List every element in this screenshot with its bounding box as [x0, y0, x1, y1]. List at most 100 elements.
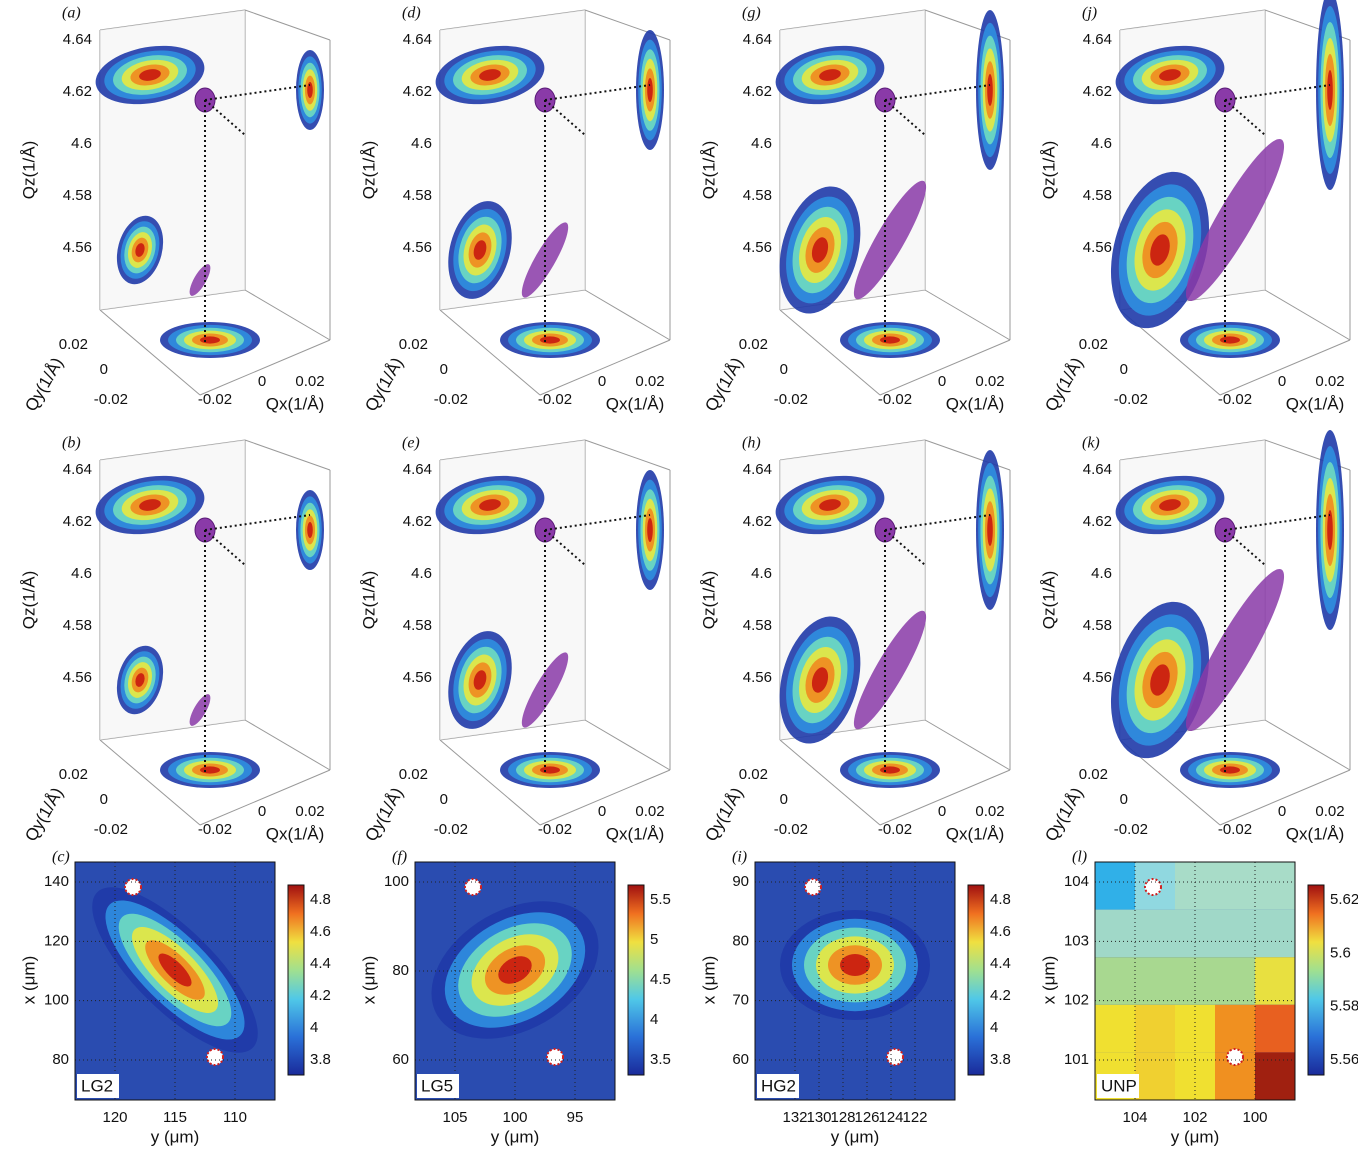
heatmap-cell: [1135, 957, 1175, 1005]
intensity-blob: [840, 954, 870, 976]
qy-tick-label: -0.02: [434, 391, 468, 408]
qy-tick-label: -0.02: [1114, 821, 1148, 838]
y-tick-label: 90: [732, 873, 749, 890]
qx-tick-label: 0.02: [295, 803, 324, 820]
qz-tick-label: 4.64: [743, 31, 772, 48]
box-edge: [585, 10, 670, 40]
figure: (a)4.644.624.64.584.560.020-0.02-0.0200.…: [0, 0, 1358, 1157]
x-axis-label: y (μm): [151, 1127, 200, 1146]
qz-tick-label: 4.58: [743, 617, 772, 634]
qz-tick-label: 4.64: [743, 461, 772, 478]
qy-label: Qy(1/Å): [1041, 784, 1087, 844]
heatmap-cell: [1135, 910, 1175, 958]
y-tick-label: 80: [732, 932, 749, 949]
qy-tick-label: 0.02: [59, 766, 88, 783]
y-axis-label: x (μm): [359, 956, 378, 1005]
x-tick-label: 100: [1242, 1109, 1267, 1126]
intensity-blob: [307, 522, 313, 538]
heatmap-cell: [1255, 910, 1295, 958]
y-axis-label: x (μm): [1039, 956, 1058, 1005]
qz-tick-label: 4.62: [1083, 513, 1112, 530]
colorbar-tick-label: 5.6: [1330, 944, 1351, 961]
heatmap-cell: [1135, 1005, 1175, 1053]
sample-label: UNP: [1101, 1076, 1137, 1095]
x-axis-label: y (μm): [491, 1127, 540, 1146]
qy-tick-label: 0: [100, 791, 108, 808]
qz-tick-label: 4.56: [1083, 239, 1112, 256]
qx-tick-label: -0.02: [538, 391, 572, 408]
qx-tick-label: 0: [598, 803, 606, 820]
intensity-blob: [1220, 766, 1240, 773]
qz-tick-label: 4.6: [1091, 135, 1112, 152]
qz-tick-label: 4.64: [403, 461, 432, 478]
qx-label: Qx(1/Å): [266, 394, 325, 413]
panel-label: (b): [62, 435, 81, 452]
heatmap-cell: [1095, 862, 1135, 910]
qz-tick-label: 4.58: [1083, 187, 1112, 204]
intensity-blob: [540, 766, 560, 773]
colorbar-tick-label: 4: [990, 1019, 998, 1036]
qz-tick-label: 4.64: [63, 461, 92, 478]
box-edge: [245, 10, 330, 40]
qx-label: Qx(1/Å): [266, 824, 325, 843]
qz-tick-label: 4.56: [403, 669, 432, 686]
qz-tick-label: 4.6: [411, 565, 432, 582]
qy-tick-label: 0.02: [1079, 336, 1108, 353]
heatmap-cell: [1095, 910, 1135, 958]
box-edge: [1265, 290, 1350, 340]
panel-label: (a): [62, 5, 81, 22]
qz-tick-label: 4.56: [743, 669, 772, 686]
colorbar-tick-label: 4.4: [990, 955, 1011, 972]
box-edge: [245, 720, 330, 770]
qz-label: Qz(1/Å): [19, 141, 38, 200]
heatmap-cell: [1215, 910, 1255, 958]
panel-label: (h): [742, 435, 761, 452]
box-edge: [585, 440, 670, 470]
colorbar-tick-label: 4.5: [650, 971, 671, 988]
qx-tick-label: -0.02: [198, 821, 232, 838]
x-axis-label: y (μm): [831, 1127, 880, 1146]
y-tick-label: 102: [1064, 992, 1089, 1009]
colorbar: [628, 885, 644, 1075]
box-edge: [925, 720, 1010, 770]
qy-label: Qy(1/Å): [361, 784, 407, 844]
intensity-blob: [1220, 336, 1240, 343]
sample-label: LG2: [81, 1076, 113, 1095]
position-marker: [1145, 879, 1161, 895]
colorbar-tick-label: 4.4: [310, 955, 331, 972]
panel-3d: (g)4.644.624.64.584.560.020-0.02-0.0200.…: [699, 5, 1010, 415]
panel-3d: (a)4.644.624.64.584.560.020-0.02-0.0200.…: [19, 5, 330, 415]
intensity-blob: [647, 518, 653, 542]
box-edge: [1265, 720, 1350, 770]
qz-tick-label: 4.6: [751, 565, 772, 582]
qy-tick-label: 0: [100, 361, 108, 378]
qz-tick-label: 4.56: [63, 239, 92, 256]
colorbar-tick-label: 5.56: [1330, 1051, 1358, 1068]
qz-tick-label: 4.64: [63, 31, 92, 48]
qy-label: Qy(1/Å): [21, 354, 67, 414]
x-tick-label: 115: [163, 1109, 187, 1126]
qz-label: Qz(1/Å): [19, 571, 38, 630]
qz-tick-label: 4.62: [63, 513, 92, 530]
qz-tick-label: 4.64: [1083, 31, 1112, 48]
qy-tick-label: 0.02: [399, 766, 428, 783]
qx-tick-label: 0: [938, 373, 946, 390]
y-tick-label: 60: [392, 1051, 409, 1068]
intensity-blob: [647, 78, 653, 102]
qy-tick-label: 0: [440, 791, 448, 808]
qz-tick-label: 4.62: [743, 513, 772, 530]
panel-3d: (j)4.644.624.64.584.560.020-0.02-0.0200.…: [1039, 0, 1350, 415]
qz-tick-label: 4.64: [403, 31, 432, 48]
heatmap-cell: [1175, 957, 1215, 1005]
qz-tick-label: 4.58: [1083, 617, 1112, 634]
qx-tick-label: -0.02: [878, 821, 912, 838]
qy-label: Qy(1/Å): [701, 784, 747, 844]
y-tick-label: 101: [1064, 1051, 1089, 1068]
qz-tick-label: 4.6: [71, 565, 92, 582]
position-marker: [1227, 1049, 1243, 1065]
qy-tick-label: 0: [780, 361, 788, 378]
qx-tick-label: 0: [1278, 373, 1286, 390]
position-marker: [887, 1049, 903, 1065]
y-axis-label: x (μm): [699, 956, 718, 1005]
heatmap-cell: [1175, 1005, 1215, 1053]
